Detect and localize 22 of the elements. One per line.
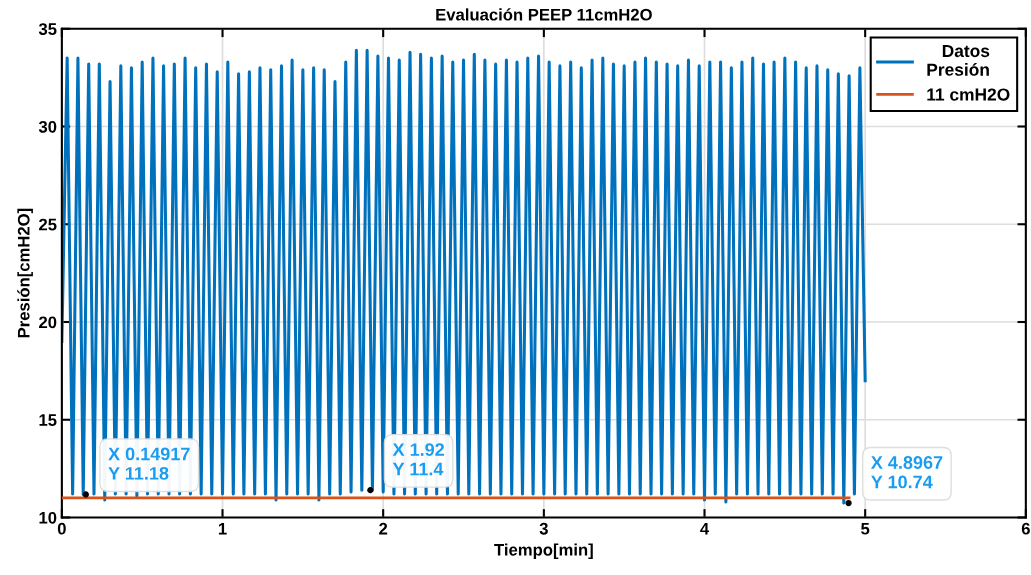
y-tick-label: 20 — [39, 316, 57, 329]
x-tick-label: 0 — [57, 522, 66, 535]
y-tick-label: 10 — [39, 511, 57, 524]
legend-label: Datos Presión — [927, 45, 990, 76]
y-tick-label: 15 — [39, 414, 57, 426]
legend-label: 11 cmH2O — [927, 88, 1010, 101]
x-tick-label: 4 — [700, 522, 710, 535]
annotation: X 0.14917 Y 11.18 — [108, 447, 190, 480]
y-tick-label: 25 — [39, 218, 57, 231]
y-tick-label: 35 — [38, 23, 57, 35]
annotation: X 1.92 Y 11.4 — [392, 443, 445, 476]
y-tick-label: 30 — [38, 120, 57, 133]
x-tick-label: 5 — [861, 522, 870, 535]
chart-title: Evaluación PEEP 11cmH2O — [436, 8, 652, 21]
x-axis-title: Tiempo[min] — [494, 543, 593, 559]
x-tick-label: 2 — [379, 522, 388, 535]
y-axis-title: Presión[cmH2O] — [17, 208, 33, 338]
x-tick-label: 1 — [218, 522, 227, 535]
x-tick-label: 3 — [539, 522, 548, 535]
x-tick-label: 6 — [1021, 522, 1030, 535]
annotation: X 4.8967 Y 10.74 — [870, 456, 943, 489]
line-series — [61, 48, 867, 505]
